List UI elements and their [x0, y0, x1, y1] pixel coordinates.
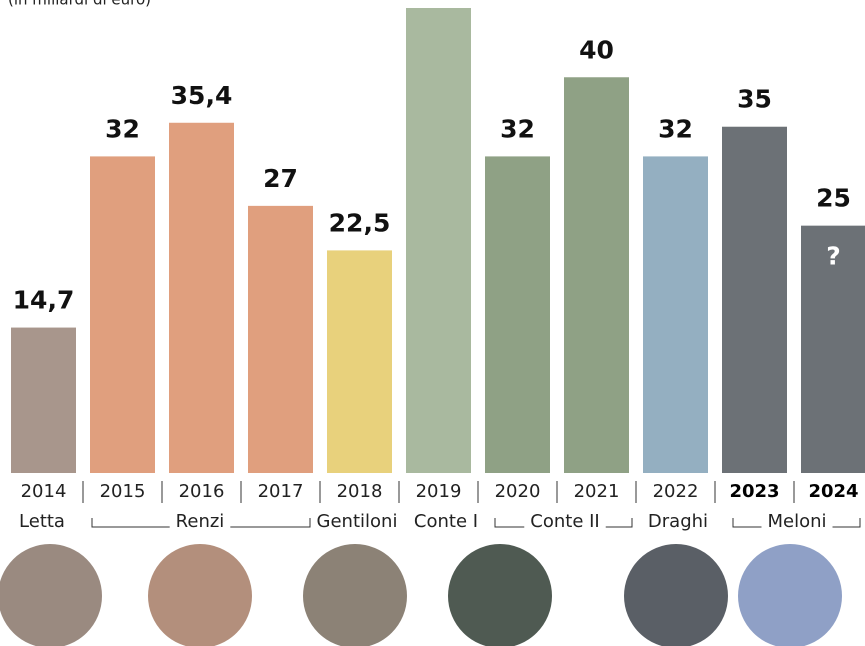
x-tick-label: 2015	[100, 481, 146, 502]
value-label: 32	[500, 114, 535, 143]
leader-label: Draghi	[648, 511, 708, 532]
x-tick-label: 2022	[653, 481, 699, 502]
photo	[303, 544, 407, 646]
bar	[643, 156, 708, 473]
photo	[148, 544, 252, 646]
annotation: ?	[826, 242, 841, 271]
value-label: 35	[737, 85, 772, 114]
chart: (in miliardi di euro) 14,7 2014 32 2015 35,4…	[0, 0, 865, 646]
bar	[722, 127, 787, 473]
value-label: 32	[105, 114, 140, 143]
leader-label: Conte II	[530, 511, 599, 532]
x-tick-label: 2018	[337, 481, 383, 502]
bar	[248, 206, 313, 473]
bar	[485, 156, 550, 473]
x-tick-label: 2020	[495, 481, 541, 502]
photo	[624, 544, 728, 646]
leader-label: Gentiloni	[317, 511, 398, 532]
value-label: 25	[816, 184, 851, 213]
x-tick-label: 2023	[729, 481, 779, 502]
photo	[738, 544, 842, 646]
leader-label: Letta	[19, 511, 65, 532]
value-label: 35,4	[171, 81, 233, 110]
x-tick-label: 2021	[574, 481, 620, 502]
bar	[169, 123, 234, 473]
value-label: 27	[263, 164, 298, 193]
value-label: 32	[658, 114, 693, 143]
bar	[564, 77, 629, 473]
bar	[406, 8, 471, 473]
photo	[0, 544, 102, 646]
bar	[90, 156, 155, 473]
x-tick-label: 2014	[21, 481, 67, 502]
bar	[11, 328, 76, 473]
chart-subtitle: (in miliardi di euro)	[8, 0, 151, 9]
photos	[0, 544, 842, 646]
value-label: 22,5	[329, 208, 391, 237]
x-tick-label: 2017	[258, 481, 304, 502]
leader-label: Renzi	[176, 511, 225, 532]
value-label: 40	[579, 35, 614, 64]
leader-label: Meloni	[767, 511, 826, 532]
bar	[327, 250, 392, 473]
x-tick-label: 2016	[179, 481, 225, 502]
photo	[448, 544, 552, 646]
value-label: 14,7	[13, 286, 75, 315]
x-tick-label: 2024	[808, 481, 858, 502]
leader-label: Conte I	[414, 511, 478, 532]
x-tick-label: 2019	[416, 481, 462, 502]
